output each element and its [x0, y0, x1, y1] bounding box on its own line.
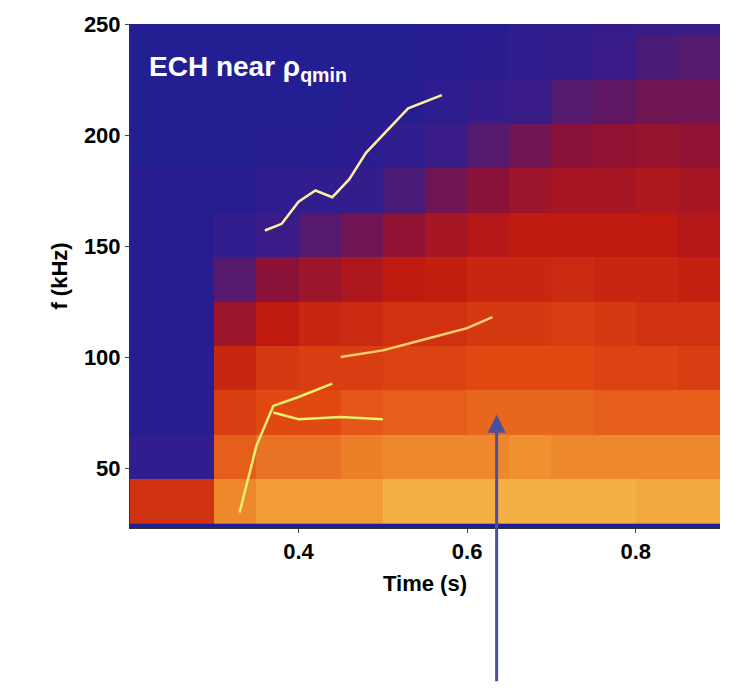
svg-text:100: 100	[84, 345, 121, 370]
svg-text:200: 200	[84, 123, 121, 148]
svg-text:f (kHz): f (kHz)	[47, 242, 72, 309]
svg-text:0.4: 0.4	[283, 539, 314, 564]
svg-text:150: 150	[84, 234, 121, 259]
svg-text:Time (s): Time (s)	[383, 571, 467, 596]
svg-text:50: 50	[96, 456, 120, 481]
svg-text:0.6: 0.6	[452, 539, 483, 564]
svg-text:0.8: 0.8	[620, 539, 651, 564]
svg-text:ECH near ρ​qmin​: ECH near ρ​qmin​	[149, 51, 347, 86]
svg-text:250: 250	[84, 12, 121, 37]
